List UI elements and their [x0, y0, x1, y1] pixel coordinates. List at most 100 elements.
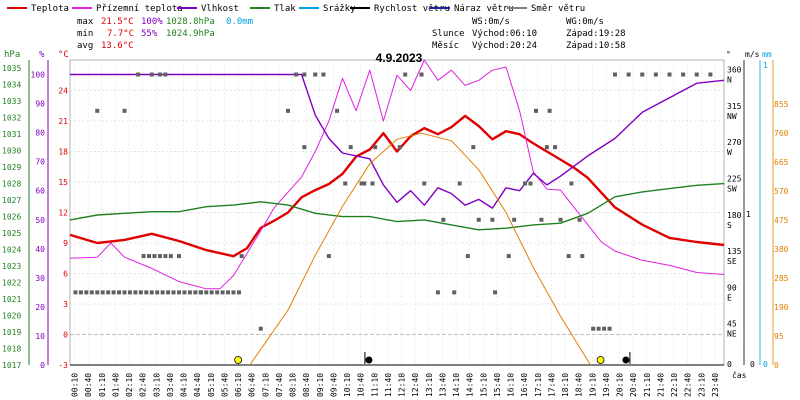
hpa-tick-label: 1035 — [2, 64, 21, 73]
percent-tick-label: 40 — [35, 245, 45, 254]
wind-direction-point — [321, 72, 326, 77]
hpa-tick-label: 1020 — [2, 312, 21, 321]
wind-direction-point — [177, 254, 181, 259]
wind-direction-point — [215, 290, 220, 295]
wind-direction-point — [419, 72, 424, 77]
sunset-marker — [596, 356, 605, 364]
wind-direction-point — [152, 254, 157, 259]
wind-direction-point — [95, 290, 100, 295]
x-tick-label: 01:10 — [98, 373, 107, 397]
sun-tick-label: 95 — [774, 332, 784, 341]
wind-direction-point — [231, 290, 236, 295]
wind-direction-point — [236, 290, 241, 295]
wind-direction-point — [681, 72, 686, 77]
hpa-tick-label: 1034 — [2, 81, 21, 90]
x-tick-label: 20:40 — [629, 373, 638, 397]
wind-direction-point — [580, 254, 585, 259]
x-tick-label: 05:40 — [220, 373, 229, 397]
x-tick-label: 09:10 — [316, 373, 325, 397]
dir-name-label: W — [727, 148, 732, 157]
x-tick-label: 13:40 — [438, 373, 447, 397]
dir-name-label: SE — [727, 257, 737, 266]
wind-direction-point — [476, 217, 481, 222]
chart-title: 4.9.2023 — [376, 51, 423, 65]
hpa-tick-label: 1021 — [2, 295, 21, 304]
wind-direction-point — [544, 145, 549, 150]
moonset-time: Západ:10:58 — [566, 41, 626, 51]
x-tick-label: 17:10 — [534, 373, 543, 397]
sun-tick-label: 665 — [774, 158, 789, 167]
percent-tick-label: 70 — [35, 158, 45, 167]
x-tick-label: 09:40 — [329, 373, 338, 397]
temp-tick-label: 12 — [58, 209, 68, 218]
x-tick-label: 10:40 — [357, 373, 366, 397]
dir-tick-label: 45 — [727, 320, 737, 329]
x-tick-label: 02:40 — [139, 373, 148, 397]
wind-tick-label: 0 — [750, 360, 755, 369]
moon-label: Měsíc — [432, 41, 459, 51]
wind-direction-point — [226, 290, 231, 295]
wind-direction-point — [607, 326, 612, 331]
x-tick-label: 03:40 — [166, 373, 175, 397]
wind-direction-point — [359, 181, 364, 186]
plot-frame — [69, 59, 725, 366]
wind-direction-point — [149, 72, 154, 77]
hpa-tick-label: 1030 — [2, 147, 21, 156]
x-tick-label: 17:40 — [547, 373, 556, 397]
dir-tick-label: 0 — [727, 360, 732, 369]
wind-direction-point — [106, 290, 111, 295]
wind-direction-point — [547, 108, 552, 113]
wind-direction-point — [149, 290, 154, 295]
dir-tick-label: 90 — [727, 283, 737, 292]
wind-direction-point — [602, 326, 607, 331]
temp-tick-label: 18 — [58, 148, 68, 157]
temp-unit: °C — [58, 50, 69, 60]
series — [69, 59, 725, 366]
x-tick-label: 19:40 — [602, 373, 611, 397]
wind-direction-point — [512, 217, 517, 222]
percent-tick-label: 0 — [40, 361, 45, 370]
wind-direction-point — [577, 217, 582, 222]
legend-label: Náraz větru — [454, 4, 514, 14]
wind-direction-point — [141, 254, 146, 259]
x-tick-label: 03:10 — [152, 373, 161, 397]
sun-tick-label: 190 — [774, 303, 789, 312]
wind-direction-point — [566, 254, 571, 259]
x-tick-label: 08:10 — [289, 373, 298, 397]
dir-name-label: NW — [727, 112, 737, 121]
stats-max-label: max — [77, 17, 94, 27]
wind-direction-point — [523, 181, 528, 186]
percent-tick-label: 50 — [35, 216, 45, 225]
stats-panel: max 21.5°C 100% 1028.8hPa 0.0mm min 7.7°… — [77, 17, 253, 51]
wind-direction-point — [117, 290, 122, 295]
hpa-tick-label: 1023 — [2, 262, 21, 271]
wind-direction-point — [198, 290, 203, 295]
wind-direction-point — [441, 217, 446, 222]
wind-gust-info: WG:0m/s — [566, 17, 604, 27]
dir-tick-label: 180 — [727, 211, 742, 220]
hpa-unit: hPa — [4, 50, 20, 60]
x-tick-label: 16:10 — [507, 373, 516, 397]
wind-direction-point — [204, 290, 209, 295]
wind-direction-point — [452, 290, 457, 295]
wind-direction-point — [157, 72, 162, 77]
x-tick-label: 18:40 — [575, 373, 584, 397]
wind-direction-point — [302, 72, 307, 77]
wind-direction-point — [171, 290, 176, 295]
wind-direction-point — [286, 108, 290, 113]
percent-tick-label: 10 — [35, 332, 45, 341]
dir-tick-label: 315 — [727, 102, 742, 111]
x-axis-label: čas — [732, 370, 747, 380]
wind-direction-point — [163, 254, 168, 259]
wind-direction-point — [177, 290, 181, 295]
x-tick-label: 11:40 — [384, 373, 393, 397]
stats-max-press: 1028.8hPa — [166, 17, 215, 27]
x-tick-label: 12:10 — [398, 373, 407, 397]
dir-name-label: E — [727, 293, 732, 302]
legend-label: Teplota — [31, 4, 69, 14]
percent-tick-label: 30 — [35, 274, 45, 283]
x-tick-label: 04:40 — [193, 373, 202, 397]
sunset-time: Západ:19:28 — [566, 29, 626, 39]
temp-tick-label: 15 — [58, 178, 68, 187]
temp-tick-label: 21 — [58, 117, 68, 126]
